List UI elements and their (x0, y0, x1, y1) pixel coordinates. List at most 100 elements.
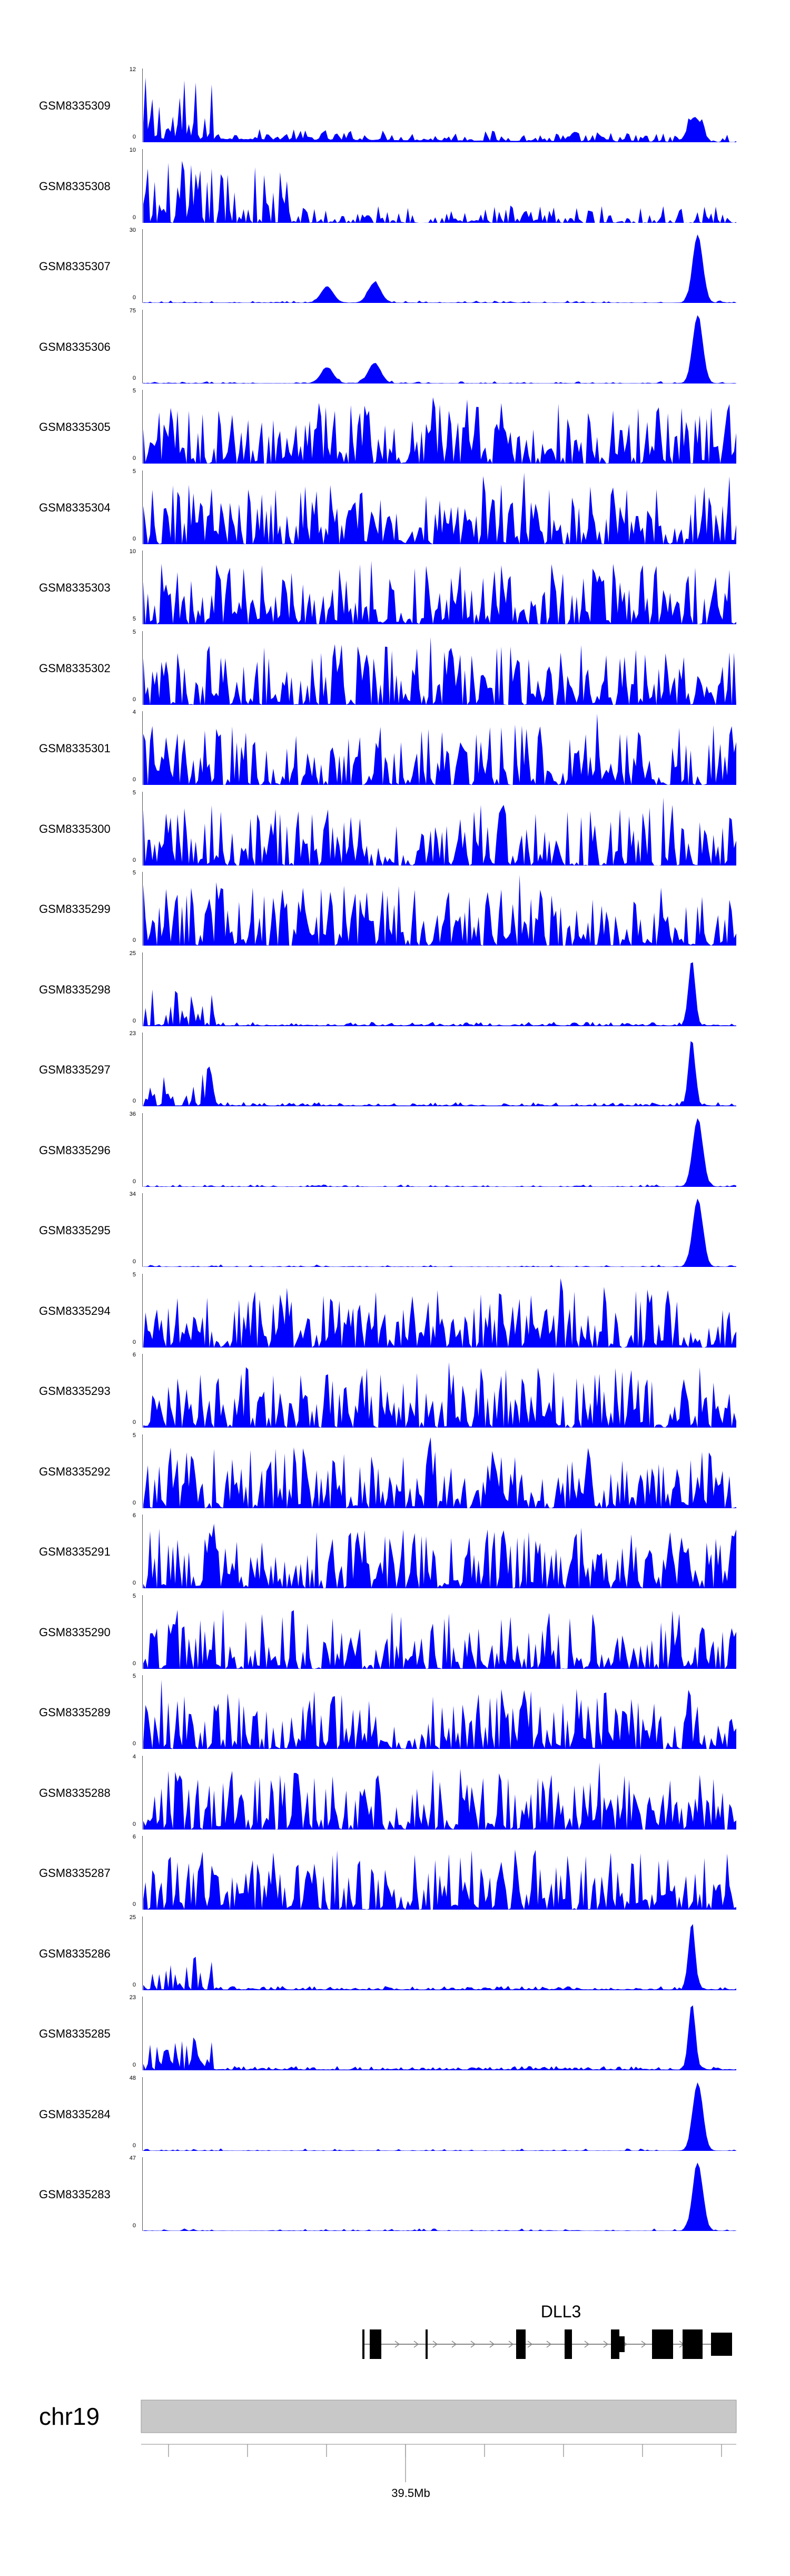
track-plot (142, 1595, 736, 1669)
gene-strand-chevron (584, 2341, 590, 2348)
track-sample-label: GSM8335288 (39, 1786, 111, 1800)
track-sample-label: GSM8335298 (39, 982, 111, 996)
track-sample-label: GSM8335301 (39, 742, 111, 755)
gene-exon (659, 2329, 673, 2359)
track-coverage-area (143, 1923, 736, 1990)
track-sample-label: GSM8335299 (39, 902, 111, 916)
track-max-label: 47 (129, 2155, 136, 2161)
coverage-tracks: GSM8335309 12 0 GSM8335308 10 0 GSM8335307 30 0 G… (0, 66, 790, 2231)
coverage-track: GSM8335297 23 0 (0, 1030, 790, 1109)
gene-exon (619, 2336, 625, 2352)
track-sample-label: GSM8335294 (39, 1304, 111, 1318)
gene-strand-chevron (508, 2341, 514, 2348)
gene-strand-chevron (546, 2341, 552, 2348)
track-coverage-area (143, 1362, 736, 1428)
track-coverage-area (143, 2082, 736, 2151)
coverage-track: GSM8335288 4 0 (0, 1754, 790, 1833)
track-max-label: 10 (129, 146, 136, 153)
gene-exon (565, 2329, 572, 2359)
coverage-track: GSM8335298 25 0 (0, 950, 790, 1029)
track-max-label: 25 (129, 1914, 136, 1921)
track-plot (142, 1997, 736, 2070)
track-coverage-area (143, 77, 736, 142)
track-max-label: 23 (129, 1994, 136, 2001)
track-max-label: 5 (132, 1673, 136, 1679)
track-sample-label: GSM8335302 (39, 661, 111, 675)
track-plot (142, 390, 736, 464)
track-min-label: 0 (132, 1580, 136, 1586)
track-plot (142, 1354, 736, 1428)
track-plot (142, 1755, 736, 1830)
gene-exon (611, 2329, 619, 2359)
track-coverage-area (143, 1118, 736, 1187)
track-min-label: 0 (132, 1339, 136, 1345)
track-plot (142, 952, 736, 1026)
gene-exon (370, 2329, 381, 2359)
track-coverage-area (143, 1609, 736, 1669)
track-max-label: 5 (132, 388, 136, 394)
track-min-label: 0 (132, 535, 136, 542)
track-max-label: 23 (129, 1030, 136, 1037)
gene-strand-chevron (413, 2341, 419, 2348)
gene-strand-chevron (394, 2341, 400, 2348)
coverage-track: GSM8335301 4 0 (0, 709, 790, 788)
track-max-label: 36 (129, 1110, 136, 1117)
track-min-label: 0 (132, 1098, 136, 1104)
track-min-label: 0 (132, 937, 136, 943)
track-max-label: 5 (132, 1592, 136, 1599)
track-plot (142, 1515, 736, 1588)
track-min-label: 0 (132, 1981, 136, 1988)
coverage-track: GSM8335284 48 0 (0, 2075, 790, 2154)
track-min-label: 0 (132, 1660, 136, 1667)
track-sample-label: GSM8335286 (39, 1946, 111, 1960)
track-plot (142, 1675, 736, 1749)
track-min-label: 0 (132, 1901, 136, 1908)
gene-exon (683, 2329, 703, 2359)
track-min-label: 0 (132, 1419, 136, 1425)
gene-strand-chevron (641, 2341, 647, 2348)
track-coverage-area (143, 1437, 736, 1508)
track-sample-label: GSM8335291 (39, 1545, 111, 1558)
track-coverage-area (143, 1041, 736, 1106)
track-sample-label: GSM8335289 (39, 1706, 111, 1719)
coverage-track: GSM8335290 5 0 (0, 1593, 790, 1672)
gene-strand-chevron (451, 2341, 457, 2348)
track-sample-label: GSM8335306 (39, 340, 111, 353)
track-sample-label: GSM8335290 (39, 1625, 111, 1639)
track-sample-label: GSM8335287 (39, 1866, 111, 1880)
coverage-track: GSM8335285 23 0 (0, 1994, 790, 2073)
track-sample-label: GSM8335293 (39, 1384, 111, 1398)
gene-strand-chevron (489, 2341, 495, 2348)
track-max-label: 48 (129, 2074, 136, 2081)
coverage-track: GSM8335291 6 0 (0, 1512, 790, 1591)
track-min-label: 0 (132, 2223, 136, 2229)
track-coverage-area (143, 1277, 736, 1348)
track-plot (142, 1434, 736, 1508)
track-sample-label: GSM8335304 (39, 500, 111, 514)
track-min-label: 0 (132, 2142, 136, 2149)
track-min-label: 0 (132, 294, 136, 301)
track-plot (142, 68, 736, 142)
coverage-track: GSM8335307 30 0 (0, 227, 790, 306)
track-plot (142, 1916, 736, 1990)
gene-exon (426, 2329, 428, 2359)
track-sample-label: GSM8335300 (39, 822, 111, 835)
track-plot (142, 1273, 736, 1348)
coverage-track: GSM8335294 5 0 (0, 1272, 790, 1351)
track-coverage-area (143, 561, 736, 624)
track-max-label: 5 (132, 468, 136, 475)
track-min-label: 0 (132, 214, 136, 221)
track-sample-label: GSM8335308 (39, 179, 111, 193)
track-plot (142, 309, 736, 384)
track-sample-label: GSM8335305 (39, 420, 111, 434)
track-sample-label: GSM8335296 (39, 1143, 111, 1157)
coverage-track: GSM8335308 10 0 (0, 147, 790, 226)
track-sample-label: GSM8335297 (39, 1063, 111, 1076)
track-coverage-area (143, 1523, 736, 1588)
track-max-label: 5 (132, 789, 136, 796)
track-plot (142, 1113, 736, 1187)
track-plot (142, 631, 736, 705)
track-min-label: 0 (132, 1258, 136, 1265)
gene-exon (362, 2329, 364, 2359)
track-plot (142, 872, 736, 946)
